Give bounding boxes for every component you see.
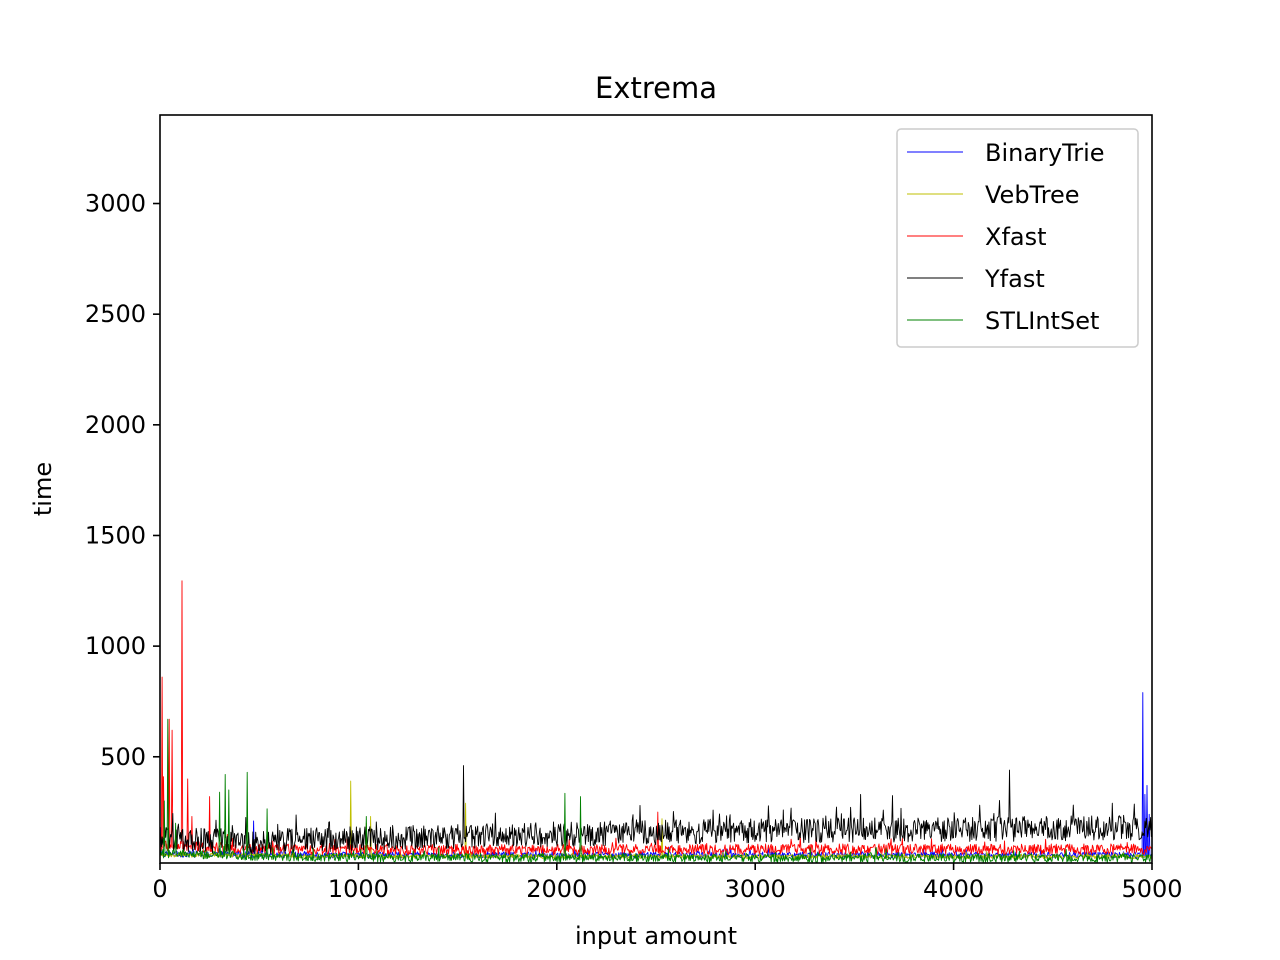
x-tick-label: 4000 <box>923 875 984 903</box>
y-tick-label: 3000 <box>85 190 146 218</box>
legend-box <box>896 128 1139 348</box>
chart-title: Extrema <box>595 71 717 105</box>
x-tick-label: 1000 <box>328 875 389 903</box>
legend: BinaryTrie VebTree Xfast Yfast STLIntSet <box>896 128 1139 348</box>
y-tick-label: 2000 <box>85 411 146 439</box>
series-line-xfast <box>159 580 1153 856</box>
series-line-stlintset <box>159 718 1153 863</box>
legend-label: VebTree <box>985 181 1080 209</box>
y-tick-label: 1000 <box>85 632 146 660</box>
legend-label: STLIntSet <box>985 307 1099 335</box>
x-tick-label: 5000 <box>1121 875 1182 903</box>
y-tick-label: 1500 <box>85 521 146 549</box>
plot-frame <box>159 114 1153 864</box>
y-tick-label: 500 <box>100 743 146 771</box>
series-layer <box>159 580 1153 863</box>
x-axis-label: input amount <box>575 922 737 950</box>
axis-ticks: 0 1000 2000 3000 4000 5000 500 1000 1500 2000 2500… <box>85 190 1183 903</box>
legend-label: Yfast <box>984 265 1045 293</box>
legend-label: Xfast <box>985 223 1047 251</box>
series-line-yfast <box>159 765 1153 855</box>
x-tick-label: 3000 <box>725 875 786 903</box>
y-axis-label: time <box>29 462 57 516</box>
y-tick-label: 2500 <box>85 300 146 328</box>
x-tick-label: 0 <box>152 875 167 903</box>
legend-label: BinaryTrie <box>985 139 1105 167</box>
x-tick-label: 2000 <box>526 875 587 903</box>
